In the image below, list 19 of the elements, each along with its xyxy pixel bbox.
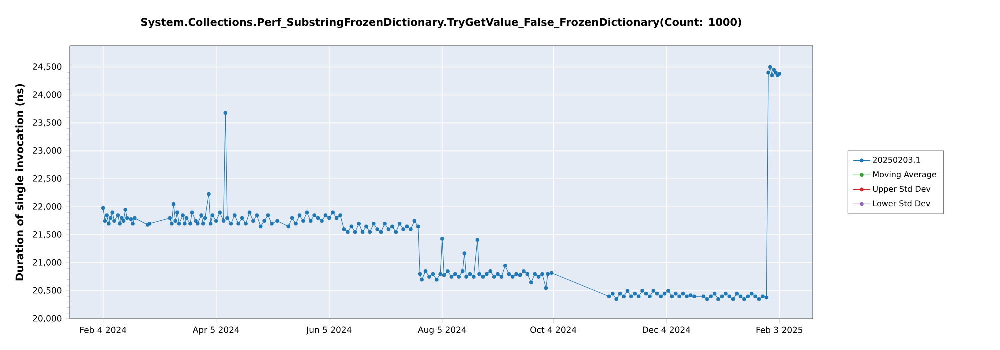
- x-tick-label: Apr 5 2024: [192, 326, 240, 335]
- x-tick-label: Feb 4 2024: [80, 326, 127, 334]
- x-tick-label: Jun 5 2024: [306, 326, 352, 335]
- x-tick-label: Oct 4 2024: [530, 326, 577, 334]
- y-tick-label: 23,500: [33, 120, 62, 127]
- y-tick-label: 22,000: [33, 203, 62, 211]
- y-tick-label: 23,000: [33, 148, 62, 155]
- y-tick-label: 20,000: [33, 315, 62, 323]
- y-tick-label: 21,500: [33, 231, 62, 239]
- chart-title: System.Collections.Perf_SubstringFrozenDictionary.TryGetValue_False_FrozenDictionary(Count: 1000): [141, 18, 742, 28]
- y-tick-label: 21,000: [33, 259, 62, 267]
- x-tick-label: Feb 3 2025: [756, 326, 803, 334]
- x-tick-label: Dec 4 2024: [643, 326, 690, 334]
- x-tick-label: Aug 5 2024: [418, 326, 466, 335]
- y-tick-label: 22,500: [33, 176, 62, 183]
- y-tick-label: 24,000: [33, 92, 62, 99]
- y-tick-label: 20,500: [33, 287, 62, 295]
- y-tick-label: 24,500: [33, 64, 62, 71]
- y-axis-title: Duration of single invocation (ns): [16, 84, 26, 281]
